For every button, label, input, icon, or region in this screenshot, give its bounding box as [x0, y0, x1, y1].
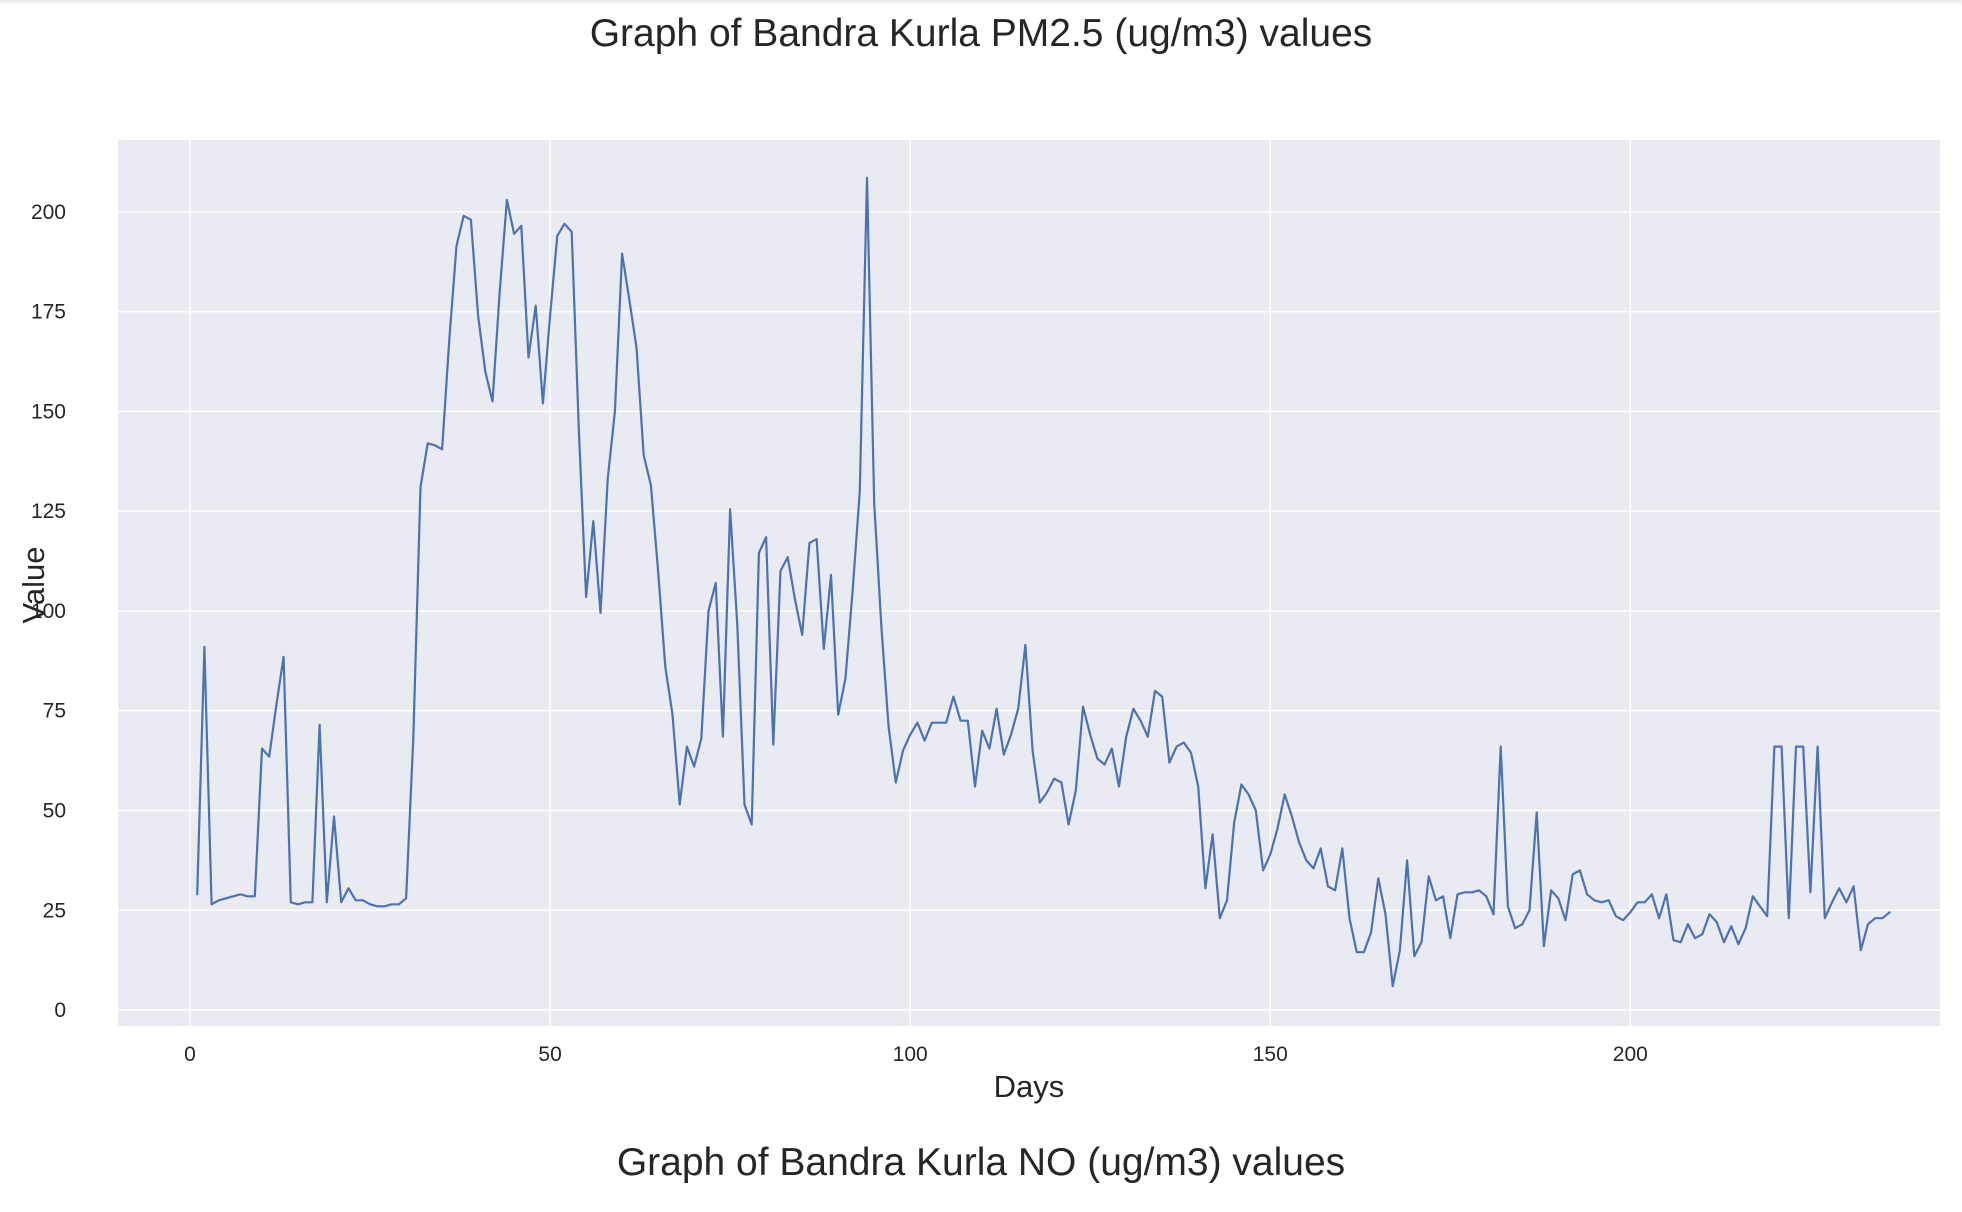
- y-tick-label: 150: [31, 400, 66, 423]
- y-tick-label: 75: [43, 700, 66, 723]
- grid-lines: [118, 140, 1940, 1026]
- x-axis-label: Days: [994, 1069, 1065, 1104]
- y-tick-label: 125: [31, 500, 66, 523]
- x-tick-label: 0: [184, 1043, 196, 1066]
- y-tick-label: 175: [31, 301, 66, 324]
- x-tick-label: 150: [1253, 1043, 1288, 1066]
- y-axis-label: Value: [16, 547, 51, 624]
- y-tick-label: 200: [31, 201, 66, 224]
- tick-labels: 0 25 50 75 100 125 150 175 200 0 50 100 150 200: [31, 201, 1648, 1066]
- series-line: [196, 176, 1891, 988]
- x-tick-label: 200: [1613, 1043, 1648, 1066]
- next-chart-title: Graph of Bandra Kurla NO (ug/m3) values: [616, 1141, 1346, 1184]
- top-edge-shade: [0, 0, 1962, 6]
- y-tick-label: 25: [43, 899, 66, 922]
- series-group: [196, 176, 1891, 988]
- y-tick-label: 50: [43, 799, 66, 822]
- y-tick-label: 100: [31, 600, 66, 623]
- plot-area: [118, 140, 1940, 1026]
- y-tick-label: 0: [54, 999, 66, 1022]
- x-tick-label: 50: [538, 1043, 561, 1066]
- chart-title: Graph of Bandra Kurla PM2.5 (ug/m3) valu…: [589, 12, 1373, 55]
- x-tick-label: 100: [893, 1043, 928, 1066]
